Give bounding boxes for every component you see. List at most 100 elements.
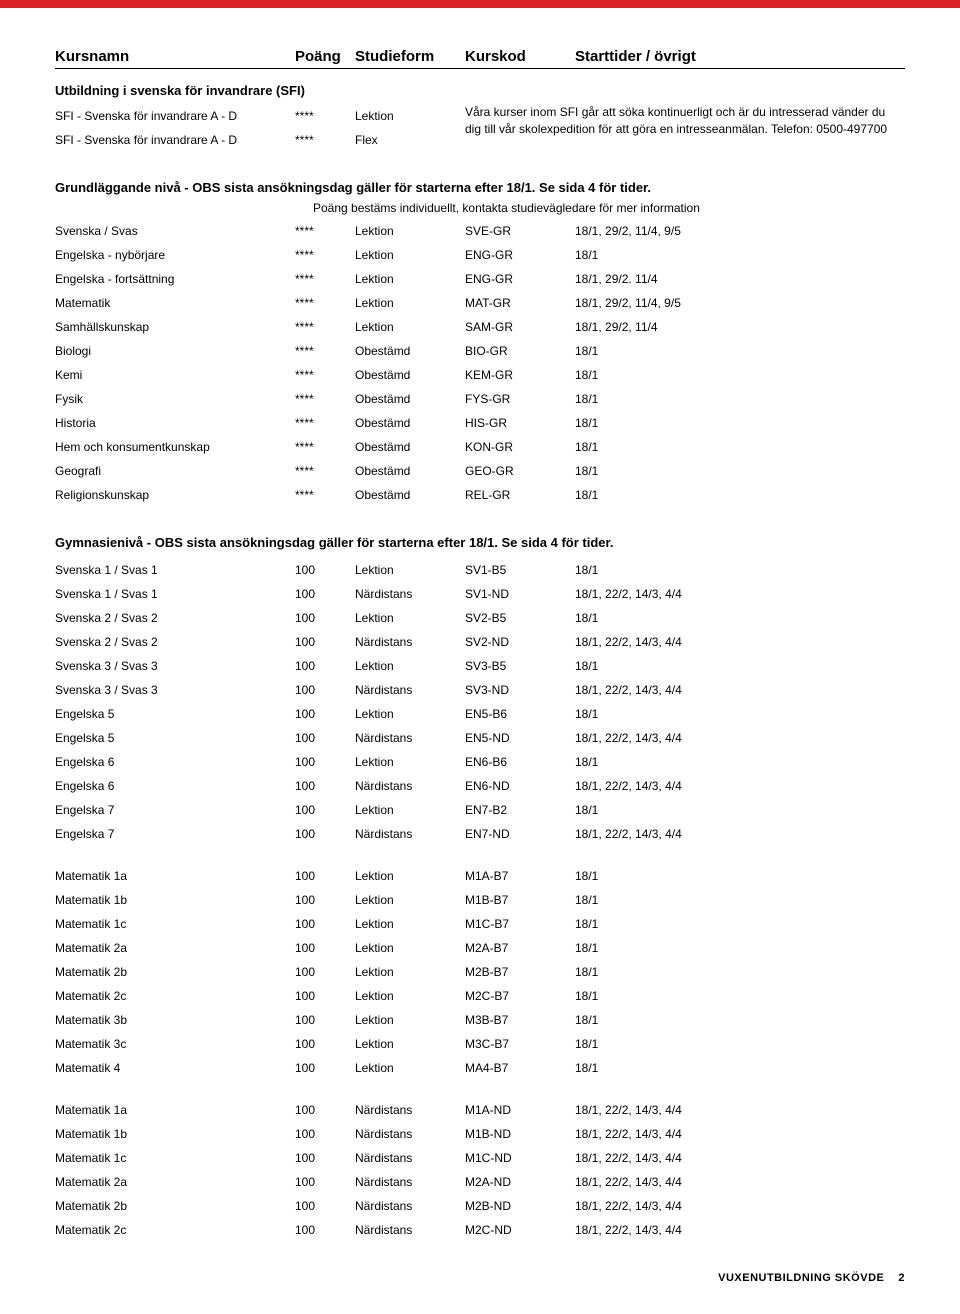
cell: Matematik 3b bbox=[55, 1013, 295, 1027]
cell: Fysik bbox=[55, 392, 295, 406]
cell: Engelska 5 bbox=[55, 707, 295, 721]
gym-block3: Matematik 1a100NärdistansM1A-ND18/1, 22/… bbox=[55, 1098, 905, 1242]
cell: EN5-ND bbox=[465, 731, 575, 745]
table-row: Matematik 3c100LektionM3C-B718/1 bbox=[55, 1032, 905, 1056]
cell: Lektion bbox=[355, 248, 465, 262]
cell: 18/1 bbox=[575, 941, 905, 955]
cell: 18/1 bbox=[575, 659, 905, 673]
table-row: Matematik 2b100NärdistansM2B-ND18/1, 22/… bbox=[55, 1194, 905, 1218]
table-row: Matematik 1b100NärdistansM1B-ND18/1, 22/… bbox=[55, 1122, 905, 1146]
table-row: Religionskunskap****ObestämdREL-GR18/1 bbox=[55, 483, 905, 507]
cell: 18/1, 22/2, 14/3, 4/4 bbox=[575, 1199, 905, 1213]
cell: Obestämd bbox=[355, 392, 465, 406]
cell: 100 bbox=[295, 1151, 355, 1165]
cell: **** bbox=[295, 368, 355, 382]
cell: 100 bbox=[295, 731, 355, 745]
cell: Lektion bbox=[355, 659, 465, 673]
cell: Lektion bbox=[355, 272, 465, 286]
cell: Lektion bbox=[355, 803, 465, 817]
sfi-block: SFI - Svenska för invandrare A - D****Le… bbox=[55, 104, 905, 152]
cell: SV3-B5 bbox=[465, 659, 575, 673]
cell: 18/1, 22/2, 14/3, 4/4 bbox=[575, 683, 905, 697]
cell: SV1-B5 bbox=[465, 563, 575, 577]
cell: Matematik 4 bbox=[55, 1061, 295, 1075]
cell: Matematik 1c bbox=[55, 917, 295, 931]
cell: BIO-GR bbox=[465, 344, 575, 358]
cell: Lektion bbox=[355, 917, 465, 931]
table-row: Svenska 3 / Svas 3100LektionSV3-B518/1 bbox=[55, 654, 905, 678]
cell: Lektion bbox=[355, 563, 465, 577]
cell: Närdistans bbox=[355, 779, 465, 793]
cell: 100 bbox=[295, 659, 355, 673]
cell: 100 bbox=[295, 1223, 355, 1237]
cell: 18/1, 22/2, 14/3, 4/4 bbox=[575, 1223, 905, 1237]
cell: Lektion bbox=[355, 989, 465, 1003]
cell: **** bbox=[295, 133, 355, 147]
table-row: Matematik 4100LektionMA4-B718/1 bbox=[55, 1056, 905, 1080]
cell: Lektion bbox=[355, 1061, 465, 1075]
cell: Geografi bbox=[55, 464, 295, 478]
cell: Hem och konsumentkunskap bbox=[55, 440, 295, 454]
cell: 18/1 bbox=[575, 989, 905, 1003]
cell: 18/1, 22/2, 14/3, 4/4 bbox=[575, 731, 905, 745]
cell: Matematik 3c bbox=[55, 1037, 295, 1051]
cell: 18/1 bbox=[575, 755, 905, 769]
table-row: Matematik 2a100LektionM2A-B718/1 bbox=[55, 936, 905, 960]
table-row: Engelska 6100NärdistansEN6-ND18/1, 22/2,… bbox=[55, 774, 905, 798]
footer-page: 2 bbox=[898, 1272, 905, 1284]
cell: Närdistans bbox=[355, 731, 465, 745]
cell: 100 bbox=[295, 893, 355, 907]
cell: 18/1 bbox=[575, 611, 905, 625]
cell: 100 bbox=[295, 1013, 355, 1027]
cell: Lektion bbox=[355, 611, 465, 625]
cell: Närdistans bbox=[355, 635, 465, 649]
cell: Matematik 2a bbox=[55, 1175, 295, 1189]
cell: SV2-ND bbox=[465, 635, 575, 649]
cell: Lektion bbox=[355, 109, 465, 123]
cell: Lektion bbox=[355, 965, 465, 979]
cell: **** bbox=[295, 344, 355, 358]
sfi-section-title: Utbildning i svenska för invandrare (SFI… bbox=[55, 83, 905, 98]
cell: Närdistans bbox=[355, 683, 465, 697]
cell: 18/1, 22/2, 14/3, 4/4 bbox=[575, 635, 905, 649]
cell: 100 bbox=[295, 1061, 355, 1075]
cell: Obestämd bbox=[355, 344, 465, 358]
cell: Matematik 2c bbox=[55, 989, 295, 1003]
table-row: Kemi****ObestämdKEM-GR18/1 bbox=[55, 363, 905, 387]
gym-section-title: Gymnasienivå - OBS sista ansökningsdag g… bbox=[55, 535, 905, 550]
cell: 18/1 bbox=[575, 965, 905, 979]
cell: EN6-ND bbox=[465, 779, 575, 793]
table-row: Samhällskunskap****LektionSAM-GR18/1, 29… bbox=[55, 315, 905, 339]
table-row: Matematik 1c100LektionM1C-B718/1 bbox=[55, 912, 905, 936]
cell: 18/1, 22/2, 14/3, 4/4 bbox=[575, 1103, 905, 1117]
grund-section-title: Grundläggande nivå - OBS sista ansökning… bbox=[55, 180, 905, 195]
cell: Matematik 1a bbox=[55, 1103, 295, 1117]
cell: 100 bbox=[295, 779, 355, 793]
cell: 100 bbox=[295, 827, 355, 841]
cell: Lektion bbox=[355, 224, 465, 238]
cell: 18/1 bbox=[575, 1013, 905, 1027]
cell: 100 bbox=[295, 683, 355, 697]
cell: Samhällskunskap bbox=[55, 320, 295, 334]
cell: KON-GR bbox=[465, 440, 575, 454]
cell: Lektion bbox=[355, 707, 465, 721]
cell: 18/1 bbox=[575, 248, 905, 262]
cell: 100 bbox=[295, 941, 355, 955]
cell: Engelska 5 bbox=[55, 731, 295, 745]
cell: 18/1, 29/2, 11/4, 9/5 bbox=[575, 296, 905, 310]
cell: 100 bbox=[295, 989, 355, 1003]
cell: **** bbox=[295, 416, 355, 430]
cell: Närdistans bbox=[355, 1175, 465, 1189]
cell: Svenska 1 / Svas 1 bbox=[55, 563, 295, 577]
cell: Obestämd bbox=[355, 368, 465, 382]
cell: M2A-B7 bbox=[465, 941, 575, 955]
table-row: Svenska 2 / Svas 2100NärdistansSV2-ND18/… bbox=[55, 630, 905, 654]
cell: 100 bbox=[295, 1127, 355, 1141]
table-row: Hem och konsumentkunskap****ObestämdKON-… bbox=[55, 435, 905, 459]
cell: Obestämd bbox=[355, 440, 465, 454]
table-row: Fysik****ObestämdFYS-GR18/1 bbox=[55, 387, 905, 411]
cell: FYS-GR bbox=[465, 392, 575, 406]
cell: **** bbox=[295, 272, 355, 286]
cell: M1A-ND bbox=[465, 1103, 575, 1117]
cell: REL-GR bbox=[465, 488, 575, 502]
